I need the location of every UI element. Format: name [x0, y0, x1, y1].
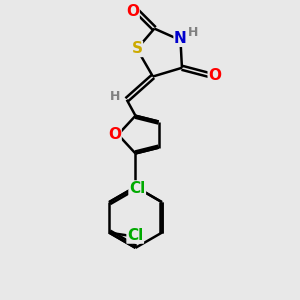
Text: H: H [110, 90, 120, 103]
Text: N: N [174, 31, 187, 46]
Text: Cl: Cl [127, 228, 143, 243]
Text: Cl: Cl [129, 181, 145, 196]
Text: O: O [126, 4, 139, 19]
Text: S: S [131, 41, 142, 56]
Text: H: H [188, 26, 198, 39]
Text: O: O [108, 127, 121, 142]
Text: O: O [208, 68, 221, 82]
